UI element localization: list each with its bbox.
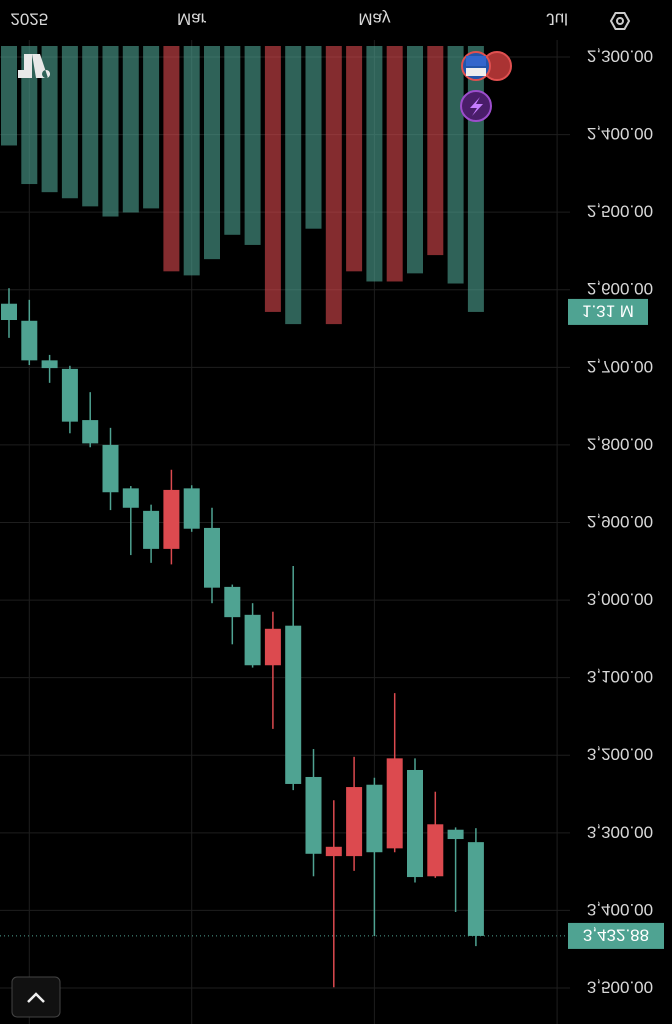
y-tick-label: 2,700.00	[587, 357, 653, 376]
last-price-label: 3,432.88	[583, 925, 649, 944]
volume-bar	[346, 46, 363, 272]
scroll-button[interactable]	[11, 976, 61, 1018]
y-tick-label: 3,000.00	[587, 590, 653, 609]
candle-body	[325, 846, 342, 857]
volume-bar	[407, 46, 423, 274]
volume-bar	[224, 46, 241, 235]
candle-body	[264, 628, 281, 666]
candle-body	[427, 824, 444, 877]
candle-body	[163, 489, 180, 549]
candle-body	[305, 776, 322, 854]
volume-bar	[143, 46, 160, 209]
event-icons[interactable]	[460, 51, 512, 122]
settings-button[interactable]	[609, 12, 631, 30]
x-tick-label: 2025	[10, 9, 48, 28]
volume-bar	[122, 46, 139, 213]
volume-bar	[61, 46, 78, 199]
volume-bar	[427, 46, 444, 256]
y-tick-label: 3,300.00	[587, 822, 653, 841]
y-tick-label: 2,600.00	[587, 279, 653, 298]
candle-body	[447, 829, 464, 840]
logo	[18, 54, 51, 78]
candle-body	[285, 625, 302, 784]
volume-bar	[82, 46, 99, 207]
volume-bar	[386, 46, 403, 282]
candle-body	[467, 842, 484, 936]
candle-body	[143, 510, 160, 549]
x-tick-label: May	[358, 9, 391, 28]
last-volume-box	[568, 298, 648, 325]
volume-bar	[183, 46, 200, 276]
volume-bar	[285, 46, 302, 325]
y-tick-label: 2,800.00	[587, 434, 653, 453]
candle-body	[61, 368, 78, 422]
candle-body	[82, 420, 99, 444]
volume-bar	[21, 46, 38, 185]
candle-body	[346, 787, 363, 857]
x-tick-label: Jul	[546, 9, 568, 28]
last-volume-label: 1.31 M	[582, 301, 634, 320]
candle-body	[183, 488, 200, 529]
candle-body	[41, 360, 58, 369]
candle-body	[21, 320, 38, 361]
volume-bar	[41, 46, 58, 193]
volume-bar	[244, 46, 261, 245]
y-tick-label: 2,400.00	[587, 124, 653, 143]
last-price-box	[568, 922, 664, 949]
y-tick-label: 3,200.00	[587, 745, 653, 764]
volume-bar	[305, 46, 322, 229]
y-tick-label: 3,400.00	[587, 900, 653, 919]
volume-bar	[264, 46, 281, 312]
candle-body	[366, 784, 383, 853]
y-tick-label: 2,900.00	[587, 512, 653, 531]
volume-bar	[1, 46, 17, 146]
volume-bar	[204, 46, 220, 260]
volume-bar	[325, 46, 342, 325]
volume-bar	[102, 46, 119, 217]
candle-body	[122, 488, 139, 508]
volume-bar	[447, 46, 464, 284]
candle-body	[224, 586, 241, 618]
volume-bar	[366, 46, 383, 282]
y-tick-label: 2,300.00	[587, 46, 653, 65]
plot	[1, 46, 484, 988]
candle-body	[102, 444, 119, 493]
candle-body	[407, 769, 423, 878]
candle-body	[386, 758, 403, 849]
volume-bar	[163, 46, 180, 272]
volume-bar	[467, 46, 484, 312]
candle-body	[204, 527, 220, 588]
candle-body	[244, 614, 261, 666]
y-tick-label: 2,500.00	[587, 202, 653, 221]
candle-body	[1, 303, 17, 321]
y-tick-label: 3,100.00	[587, 667, 653, 686]
x-tick-label: Mar	[177, 9, 207, 28]
y-tick-label: 3,500.00	[587, 977, 653, 996]
